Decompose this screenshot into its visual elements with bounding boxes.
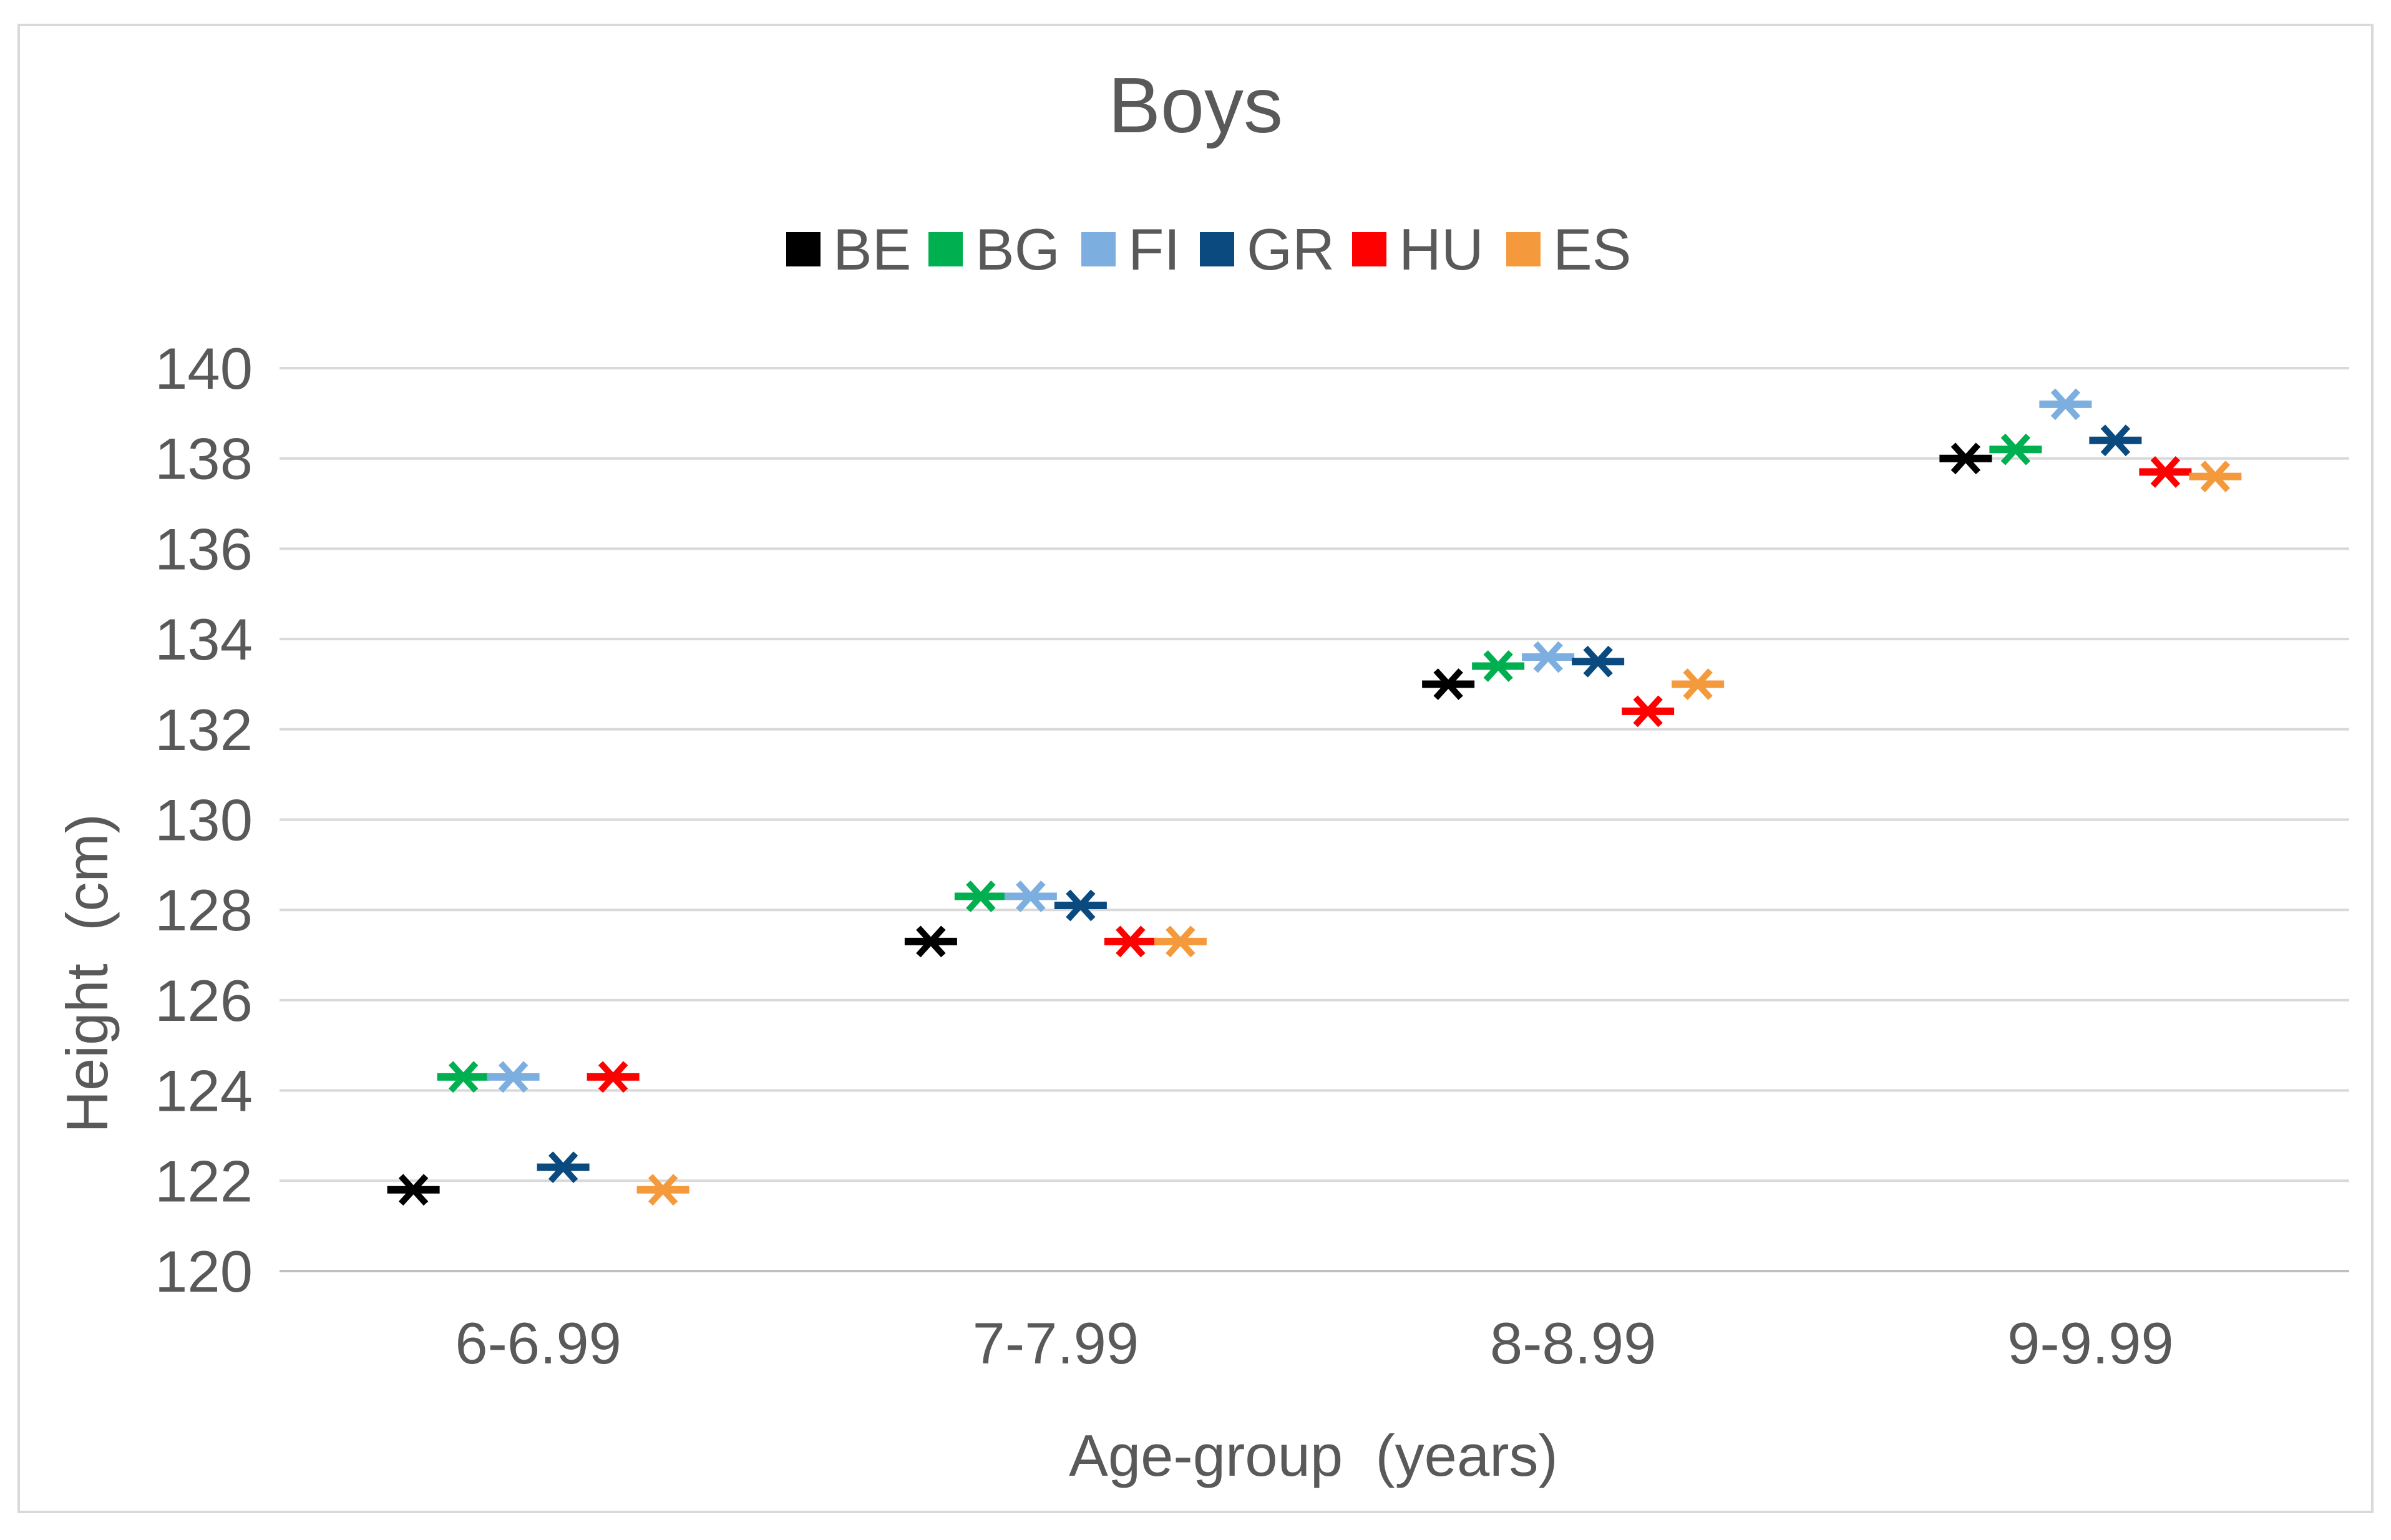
data-point-BE-6-6.99 <box>387 1174 440 1206</box>
marker-star-stroke <box>448 1061 479 1093</box>
marker-star-stroke <box>1433 668 1463 700</box>
y-tick-label: 124 <box>155 1058 253 1124</box>
data-point-GR-7-7.99 <box>1054 889 1107 922</box>
legend-label: ES <box>1553 217 1631 282</box>
data-point-BG-8-8.99 <box>1472 650 1525 682</box>
data-point-HU-6-6.99 <box>587 1061 640 1093</box>
marker-star-stroke <box>2000 433 2031 465</box>
chart-title: Boys <box>1108 61 1283 149</box>
data-point-FI-8-8.99 <box>1522 641 1575 673</box>
marker-star-stroke <box>1483 650 1513 682</box>
x-axis-ticks: 6-6.99 7-7.99 8-8.99 9-9.99 <box>455 1310 2173 1376</box>
y-tick-label: 132 <box>155 697 253 763</box>
data-point-ES-7-7.99 <box>1154 925 1207 958</box>
legend-label: BE <box>833 217 911 282</box>
data-point-GR-6-6.99 <box>537 1151 590 1183</box>
y-tick-label: 120 <box>155 1239 253 1304</box>
x-tick-label: 8-8.99 <box>1490 1310 1657 1376</box>
chart-border <box>17 24 2374 1513</box>
marker-star-stroke <box>1633 695 1663 728</box>
data-point-HU-8-8.99 <box>1622 695 1675 728</box>
legend-label: HU <box>1399 217 1484 282</box>
data-point-BE-8-8.99 <box>1422 668 1475 700</box>
marker-star-stroke <box>1950 442 1981 475</box>
legend-swatch <box>1200 232 1234 266</box>
data-point-BE-9-9.99 <box>1939 442 1992 475</box>
marker-star-stroke <box>1116 925 1146 958</box>
data-point-HU-9-9.99 <box>2139 456 2192 488</box>
marker-star-stroke <box>2200 461 2231 493</box>
marker-star-stroke <box>2100 424 2131 457</box>
y-axis-label: Height (cm) <box>54 814 120 1133</box>
marker-star-stroke <box>648 1174 678 1206</box>
data-point-FI-9-9.99 <box>2039 388 2092 421</box>
marker-star-stroke <box>1016 880 1046 912</box>
legend-swatch <box>1506 232 1541 266</box>
y-tick-label: 140 <box>155 336 253 401</box>
marker-star-stroke <box>1583 645 1613 678</box>
data-point-GR-9-9.99 <box>2089 424 2142 457</box>
marker-star-stroke <box>1166 925 1196 958</box>
y-axis-ticks: 120 122 124 126 128 130 132 134 136 138 140 <box>155 336 253 1304</box>
legend-label: BG <box>975 217 1060 282</box>
legend-swatch <box>1352 232 1386 266</box>
x-tick-label: 6-6.99 <box>455 1310 621 1376</box>
data-marks <box>387 388 2242 1206</box>
marker-star-stroke <box>398 1174 429 1206</box>
marker-star-stroke <box>1066 889 1096 922</box>
marker-star-stroke <box>598 1061 628 1093</box>
data-point-FI-6-6.99 <box>487 1061 540 1093</box>
legend-swatch <box>1081 232 1116 266</box>
x-axis-label: Age-group (years) <box>1069 1423 1558 1488</box>
x-tick-label: 9-9.99 <box>2007 1310 2174 1376</box>
legend-swatch <box>786 232 821 266</box>
marker-star-stroke <box>2050 388 2081 421</box>
marker-star-stroke <box>1683 668 1713 700</box>
y-tick-label: 122 <box>155 1148 253 1214</box>
data-point-ES-6-6.99 <box>636 1174 689 1206</box>
legend-label: FI <box>1128 217 1181 282</box>
legend: BE BG FI GR HU ES <box>786 217 1631 282</box>
legend-swatch <box>928 232 963 266</box>
data-point-BG-7-7.99 <box>954 880 1007 912</box>
data-point-GR-8-8.99 <box>1572 645 1625 678</box>
y-tick-label: 128 <box>155 877 253 943</box>
marker-star-stroke <box>498 1061 528 1093</box>
marker-star-stroke <box>548 1151 578 1183</box>
data-point-ES-9-9.99 <box>2189 461 2242 493</box>
x-tick-label: 7-7.99 <box>973 1310 1139 1376</box>
y-tick-label: 134 <box>155 607 253 672</box>
y-tick-label: 126 <box>155 968 253 1033</box>
legend-label: GR <box>1247 217 1335 282</box>
data-point-BG-9-9.99 <box>1989 433 2042 465</box>
data-point-BE-7-7.99 <box>904 925 957 958</box>
y-tick-label: 138 <box>155 426 253 492</box>
marker-star-stroke <box>966 880 996 912</box>
data-point-HU-7-7.99 <box>1104 925 1157 958</box>
y-tick-label: 136 <box>155 516 253 582</box>
marker-star-stroke <box>2150 456 2181 488</box>
data-point-BG-6-6.99 <box>437 1061 490 1093</box>
data-point-ES-8-8.99 <box>1672 668 1725 700</box>
marker-star-stroke <box>916 925 946 958</box>
y-tick-label: 130 <box>155 787 253 853</box>
data-point-FI-7-7.99 <box>1004 880 1057 912</box>
marker-star-stroke <box>1533 641 1563 673</box>
